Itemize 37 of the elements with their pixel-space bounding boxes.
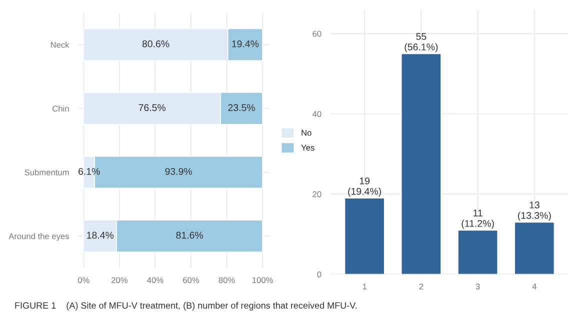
y-tick-label: Submentum xyxy=(24,169,69,176)
y-tick-label: 60 xyxy=(312,30,322,37)
caption: FIGURE 1 (A) Site of MFU-V treatment, (B) number of regions that received MFU-V. xyxy=(15,302,357,310)
data-label: 11 (11.2%) xyxy=(462,210,494,229)
data-label: 23.5% xyxy=(228,104,255,112)
data-label: 18.4% xyxy=(87,232,114,239)
data-label: 76.5% xyxy=(138,104,166,112)
data-label: 80.6% xyxy=(142,40,170,48)
data-label: 55 (56.1%) xyxy=(404,33,438,52)
data-label: 6.1% xyxy=(78,168,100,175)
bar xyxy=(400,53,442,274)
data-label: 19.4% xyxy=(232,40,259,48)
y-tick-label: 40 xyxy=(312,111,322,117)
x-tick-label: 80% xyxy=(218,277,235,284)
bar xyxy=(514,222,555,274)
data-label: 93.9% xyxy=(165,168,192,175)
data-label: 19 (19.4%) xyxy=(348,177,381,197)
y-tick-label: 20 xyxy=(312,191,322,198)
bar xyxy=(344,198,385,274)
data-label: 13 (13.3%) xyxy=(518,202,551,221)
y-tick-label: Chin xyxy=(52,105,69,112)
legend-label: No xyxy=(302,130,312,136)
x-tick-label: 20% xyxy=(112,277,128,284)
x-tick-label: 1 xyxy=(362,284,366,290)
x-tick-label: 0% xyxy=(78,277,90,284)
legend-label: Yes xyxy=(301,144,314,151)
x-tick-label: 4 xyxy=(532,284,536,290)
x-tick-label: 40% xyxy=(147,277,164,284)
y-tick-label: Around the eyes xyxy=(8,233,69,241)
y-tick-label: 0 xyxy=(317,272,322,278)
bar xyxy=(458,230,498,274)
x-tick-label: 60% xyxy=(183,277,200,284)
y-tick-label: Neck xyxy=(50,42,70,48)
x-tick-label: 100% xyxy=(252,277,273,284)
data-label: 81.6% xyxy=(176,232,203,239)
x-tick-label: 2 xyxy=(419,284,424,290)
x-tick-label: 3 xyxy=(476,284,480,290)
